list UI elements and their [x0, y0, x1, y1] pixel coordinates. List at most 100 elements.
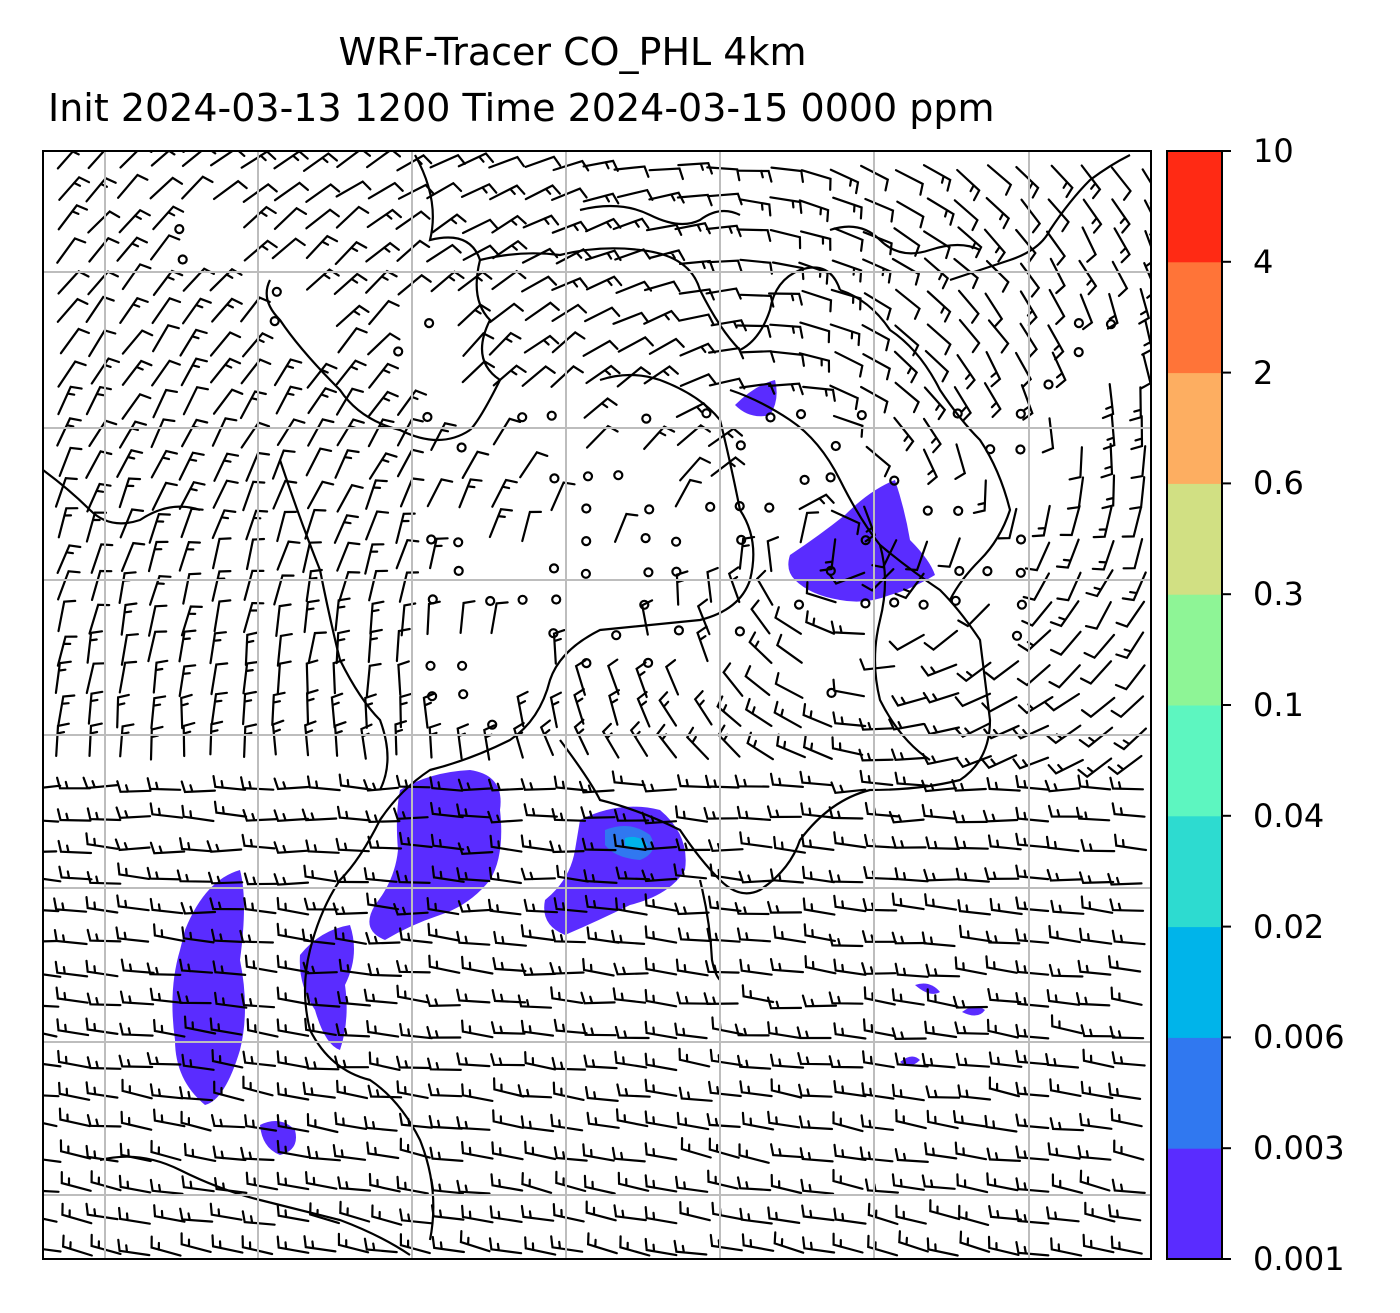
wind-barb: [1015, 896, 1050, 913]
wind-barb: [677, 161, 713, 175]
wind-barb: [271, 691, 286, 727]
wind-barb: [178, 629, 197, 663]
wind-barb: [613, 962, 649, 976]
wind-barb: [180, 1232, 212, 1253]
wind-barb: [397, 660, 410, 696]
wind-barb: [707, 1169, 739, 1190]
wind-barb: [399, 1233, 431, 1255]
wind-barb: [85, 1017, 119, 1035]
wind-barb: [43, 877, 62, 883]
wind-barb: [921, 803, 956, 820]
wind-barb: [367, 332, 401, 356]
colorbar-tick-label: 4: [1253, 242, 1274, 281]
wind-barb: [180, 605, 203, 637]
calm-marker: [860, 535, 871, 546]
wind-barb: [276, 1235, 310, 1254]
wind-barb: [775, 633, 803, 664]
wind-barbs: [43, 151, 1151, 1257]
wind-barb: [273, 873, 310, 886]
wind-barb: [985, 351, 1002, 388]
wind-barb: [212, 388, 244, 415]
wind-barb: [335, 304, 370, 327]
wind-barb: [1115, 600, 1146, 628]
colorbar-segment: [1167, 483, 1222, 595]
wind-barb: [703, 992, 739, 1006]
wind-barb: [801, 1204, 835, 1222]
wind-barb: [153, 1018, 186, 1038]
wind-barb: [739, 293, 775, 308]
wind-barb: [241, 1210, 276, 1226]
wind-barb: [890, 748, 927, 762]
wind-barb: [212, 775, 247, 791]
wind-barb: [710, 319, 747, 332]
wind-barb: [1082, 1048, 1115, 1069]
map-gridlines: [43, 151, 1151, 1259]
wind-barb: [1051, 351, 1067, 389]
wind-barb: [367, 628, 383, 663]
wind-barb: [118, 1206, 151, 1225]
wind-barb: [520, 834, 554, 852]
wind-barb: [492, 364, 527, 387]
wind-barb: [859, 769, 894, 787]
wind-barb: [1015, 774, 1050, 791]
wind-barb: [240, 358, 272, 385]
wind-barb: [85, 511, 108, 543]
wind-barb: [922, 691, 960, 704]
wind-barb: [678, 1047, 711, 1068]
wind-barb: [953, 199, 979, 232]
wind-barb: [734, 902, 770, 916]
wind-barb: [273, 809, 310, 822]
wind-barb: [805, 610, 836, 635]
calm-marker: [426, 534, 437, 545]
wind-barb: [180, 693, 193, 730]
wind-barb: [426, 897, 460, 916]
wind-barb: [796, 1026, 832, 1040]
wind-barb: [981, 696, 1018, 713]
wind-barb: [61, 1202, 93, 1225]
wind-barb: [582, 1143, 615, 1162]
wind-barb: [491, 1141, 524, 1161]
wind-barb: [615, 897, 648, 916]
wind-barb: [43, 784, 62, 789]
wind-barb: [832, 711, 867, 728]
wind-barb: [891, 257, 921, 286]
wind-barb: [555, 1170, 587, 1193]
wind-barb: [1122, 538, 1144, 570]
wind-barb: [43, 1122, 58, 1128]
wind-barb: [368, 569, 389, 602]
wind-barb: [242, 1075, 274, 1097]
colorbar-tick-label: 0.3: [1253, 575, 1304, 614]
wind-barb: [43, 850, 58, 853]
wind-barb: [828, 571, 866, 585]
wind-barb: [120, 633, 139, 666]
wind-barb: [334, 870, 369, 884]
plume-east-dot2: [962, 1006, 985, 1016]
wind-barb: [244, 1114, 278, 1132]
wind-barb: [303, 1235, 337, 1253]
calm-marker: [793, 599, 805, 610]
wind-barb: [640, 599, 654, 636]
wind-barb: [766, 536, 780, 573]
wind-barb: [644, 925, 678, 944]
wind-barb: [276, 540, 301, 571]
wind-barb: [115, 806, 152, 820]
wind-barb: [368, 390, 399, 417]
wind-barb: [1080, 1080, 1114, 1100]
wind-barb: [769, 229, 802, 250]
wind-barb: [1046, 868, 1082, 882]
wind-barb: [57, 839, 93, 855]
wind-barb: [488, 778, 524, 792]
wind-barb: [399, 831, 433, 849]
wind-barb: [152, 205, 185, 231]
wind-barb: [117, 173, 149, 199]
wind-barb: [490, 1173, 524, 1192]
wind-barb: [1111, 1178, 1146, 1194]
wind-barb: [457, 778, 494, 792]
wind-barb: [431, 213, 467, 234]
wind-barb: [1092, 506, 1113, 539]
wind-barb: [798, 199, 830, 223]
calm-marker: [1015, 408, 1026, 419]
wind-barb: [830, 620, 866, 635]
wind-barb: [987, 1235, 1020, 1256]
wind-barb: [1015, 1081, 1050, 1098]
